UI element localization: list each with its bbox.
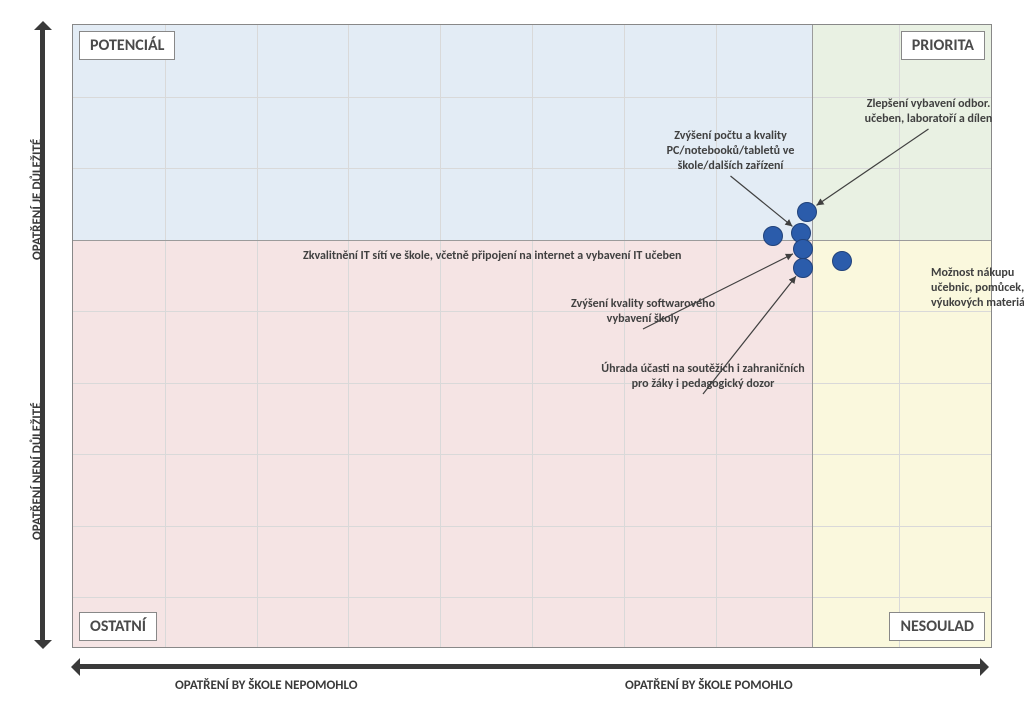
annotation-a_ucebnice: Možnost nákupuučebnic, pomůcek,výukových… [931, 266, 1024, 311]
point-p_ucebnice [832, 251, 852, 271]
y-axis-label-bottom: OPATŘENÍ NENÍ DŮLEŽITÉ [30, 402, 45, 540]
annotation-a_pc: Zvýšení počtu a kvalityPC/notebooků/tabl… [638, 129, 823, 174]
point-p_it_site [763, 226, 783, 246]
y-axis-arrow [40, 30, 45, 640]
y-axis-label-top: OPATŘENÍ JE DŮLEŽITÉ [30, 139, 45, 260]
plot-area: POTENCIÁL PRIORITA OSTATNÍ NESOULAD Zvýš… [72, 24, 992, 648]
annotation-a_it_site: Zkvalitnění IT sítí ve škole, včetně při… [303, 249, 813, 264]
x-axis-label-left: OPATŘENÍ BY ŠKOLE NEPOMOHLO [175, 678, 358, 693]
y-arrow-head-down [34, 640, 52, 649]
chart-container: POTENCIÁL PRIORITA OSTATNÍ NESOULAD Zvýš… [0, 0, 1024, 720]
point-p_zlepseni [797, 202, 817, 222]
x-axis-arrow [80, 664, 980, 669]
x-arrow-head-left [71, 658, 80, 676]
annotation-a_sw: Zvýšení kvality softwarovéhovybavení ško… [533, 297, 753, 327]
x-arrow-head-right [980, 658, 989, 676]
annotation-a_zlepseni: Zlepšení vybavení odbor.učeben, laborato… [831, 97, 1024, 127]
label-priorita: PRIORITA [901, 31, 985, 60]
label-potencial: POTENCIÁL [79, 31, 175, 60]
x-axis-label-right: OPATŘENÍ BY ŠKOLE POMOHLO [625, 678, 793, 693]
label-nesoulad: NESOULAD [889, 612, 985, 641]
annotation-a_uhrada: Úhrada účasti na soutěžích i zahraničníc… [558, 362, 848, 392]
y-arrow-head-up [34, 21, 52, 30]
label-ostatni: OSTATNÍ [79, 612, 157, 641]
